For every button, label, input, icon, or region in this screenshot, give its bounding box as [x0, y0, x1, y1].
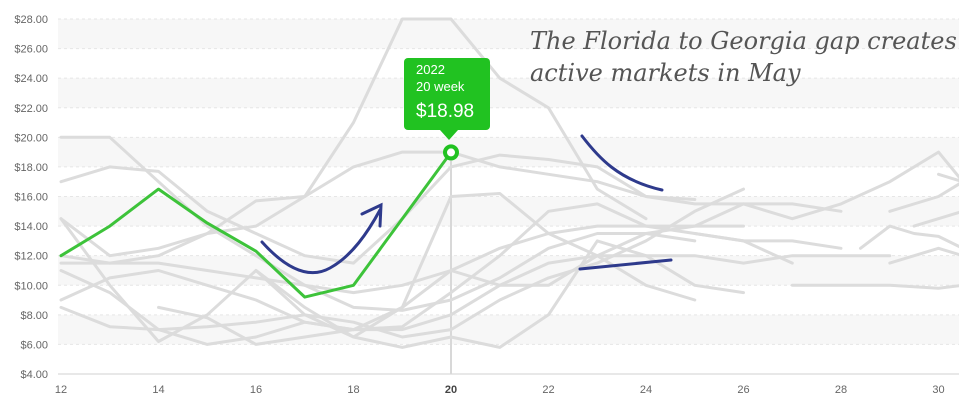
annotation-text: The Florida to Georgia gap creates activ… — [530, 27, 957, 87]
x-axis-ticks: 12 14 16 18 20 22 24 26 28 30 — [55, 384, 945, 396]
highlight-series-line — [59, 150, 453, 299]
annotation-curved-arrow — [260, 208, 382, 275]
background-series-line — [59, 135, 697, 312]
background-series-line — [59, 150, 959, 346]
background-series-line — [790, 283, 959, 290]
y-tick-label: $8.00 — [20, 310, 48, 322]
tooltip-box — [404, 58, 490, 130]
tooltip-value: $18.98 — [416, 101, 474, 122]
x-tick-label: 14 — [152, 384, 164, 396]
x-tick-label: 22 — [542, 384, 554, 396]
x-tick-label: 18 — [347, 384, 359, 396]
background-series-line — [254, 192, 697, 339]
y-tick-label: $28.00 — [14, 14, 48, 26]
y-tick-label: $4.00 — [20, 369, 48, 381]
y-axis-ticks: $4.00 $6.00 $8.00 $10.00 $12.00 $14.00 $16.00 $… — [14, 14, 48, 381]
background-series-line — [59, 254, 892, 332]
x-tick-label: 30 — [932, 384, 944, 396]
y-tick-label: $6.00 — [20, 339, 48, 351]
x-tick-label: 24 — [640, 384, 652, 396]
background-series-line — [59, 224, 745, 295]
tooltip: 2022 20 week $18.98 — [404, 58, 490, 140]
y-tick-label: $20.00 — [14, 132, 48, 144]
background-series-line — [59, 17, 648, 258]
highlight-series-group — [59, 150, 453, 299]
grid-band — [58, 19, 959, 49]
background-series-line — [59, 217, 745, 349]
background-series-line — [59, 150, 697, 265]
annotation-down-curve — [580, 134, 664, 192]
y-tick-label: $12.00 — [14, 251, 48, 263]
annotation-arrows — [260, 134, 673, 275]
grid-band — [58, 137, 959, 167]
y-tick-label: $26.00 — [14, 44, 48, 56]
x-tick-label: 26 — [737, 384, 749, 396]
background-series-line — [888, 246, 959, 265]
x-tick-label: 20 — [445, 384, 457, 396]
tooltip-year: 2022 — [416, 62, 445, 77]
y-tick-label: $24.00 — [14, 73, 48, 85]
background-series-line — [59, 187, 745, 339]
background-series-line — [693, 232, 794, 265]
background-series-line — [912, 210, 959, 228]
annotation-flat-line — [578, 258, 673, 271]
annotation-arrowhead — [360, 202, 383, 228]
background-series-group — [59, 17, 959, 349]
x-tick-label: 16 — [250, 384, 262, 396]
grid-bands — [58, 19, 959, 345]
y-tick-label: $18.00 — [14, 162, 48, 174]
y-tick-label: $16.00 — [14, 192, 48, 204]
background-series-line — [888, 182, 959, 213]
annotation-line-2: active markets in May — [530, 59, 801, 87]
x-tick-label: 12 — [55, 384, 67, 396]
hover-point-marker[interactable] — [443, 144, 459, 161]
annotation-line-1: The Florida to Georgia gap creates — [530, 27, 957, 55]
tooltip-pointer — [440, 130, 458, 140]
tooltip-week: 20 week — [416, 79, 465, 94]
y-tick-label: $14.00 — [14, 221, 48, 233]
y-tick-label: $10.00 — [14, 280, 48, 292]
y-tick-label: $22.00 — [14, 103, 48, 115]
background-series-line — [859, 224, 959, 250]
x-tick-label: 28 — [835, 384, 847, 396]
